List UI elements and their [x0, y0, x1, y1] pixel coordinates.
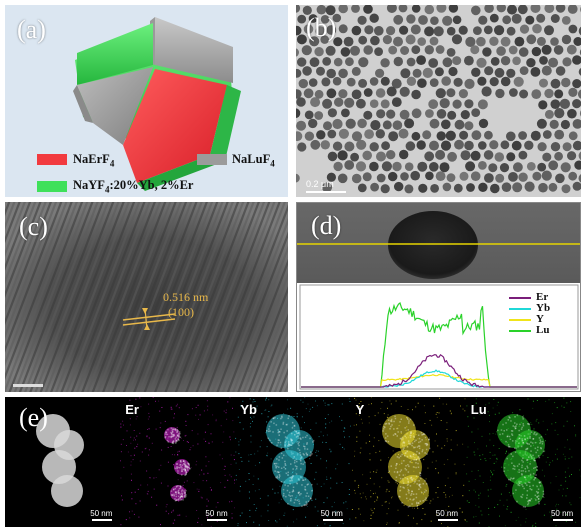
eds-scalebar-label: 50 nm: [205, 509, 228, 518]
panel-a: (a): [5, 5, 288, 197]
eds-map-label-y: Y: [355, 402, 365, 417]
lattice-plane-label: (100): [168, 305, 194, 319]
panel-d: (d) Er Yb Y Lu: [296, 202, 581, 392]
eds-map-label-lu: Lu: [470, 402, 487, 417]
eds-map-label-er: Er: [125, 402, 139, 417]
tem-particle-image: [296, 5, 581, 197]
scalebar-b-label: 0.2 μm: [306, 179, 334, 189]
eds-scalebar: [92, 519, 113, 521]
legend-label-nayf4: NaYF4:20%Yb, 2%Er: [73, 178, 194, 195]
lattice-spacing-label: 0.516 nm: [163, 290, 209, 304]
legend-swatch-nayf4: [37, 181, 67, 192]
panel-b-label: (b): [306, 13, 337, 42]
legend-swatch-naerf4: [37, 154, 67, 165]
eds-scalebar-label: 50 nm: [320, 509, 343, 518]
eds-map-lu: Lu 50 nm: [465, 397, 581, 527]
legend-label-naerf4: NaErF4: [73, 152, 115, 169]
eds-scalebar: [207, 519, 228, 521]
legend-label-naluf4: NaLuF4: [232, 152, 275, 169]
panel-c-label: (c): [19, 212, 48, 241]
eds-map-haadf: 50 nm: [5, 397, 120, 527]
legend-line-lu: [509, 330, 531, 332]
eds-scalebar-label: 50 nm: [550, 509, 574, 518]
legend-line-y: [509, 319, 531, 321]
haadf-line-scan-image: [297, 203, 580, 283]
legend-line-yb: [509, 308, 531, 310]
eds-map-label-yb: Yb: [240, 402, 258, 417]
scalebar-b: [306, 191, 346, 193]
eds-scalebar: [322, 519, 343, 521]
eds-map-yb: Yb 50 nm: [235, 397, 351, 527]
eds-map-er: Er 50 nm: [120, 397, 236, 527]
panel-e: 50 nm Er 50 nm Yb 50 nm Y 50 nm Lu 50 nm (e): [5, 397, 581, 527]
legend-swatch-naluf4: [197, 154, 227, 165]
eds-scalebar-label: 50 nm: [435, 509, 459, 518]
eds-line-profile-chart: [299, 284, 579, 390]
eds-scalebar: [552, 519, 573, 521]
panel-c: (c) 0.516 nm (100): [5, 202, 288, 392]
panel-e-label: (e): [19, 403, 48, 432]
hrtem-lattice-image: [5, 202, 288, 392]
eds-scalebar-label: 50 nm: [90, 509, 113, 518]
legend-line-er: [509, 297, 531, 299]
panel-b: (b) 0.2 μm: [296, 5, 581, 197]
panel-d-label: (d): [311, 211, 342, 240]
eds-scalebar: [437, 519, 458, 521]
panel-a-label: (a): [17, 15, 46, 44]
eds-map-y: Y 50 nm: [351, 397, 466, 527]
